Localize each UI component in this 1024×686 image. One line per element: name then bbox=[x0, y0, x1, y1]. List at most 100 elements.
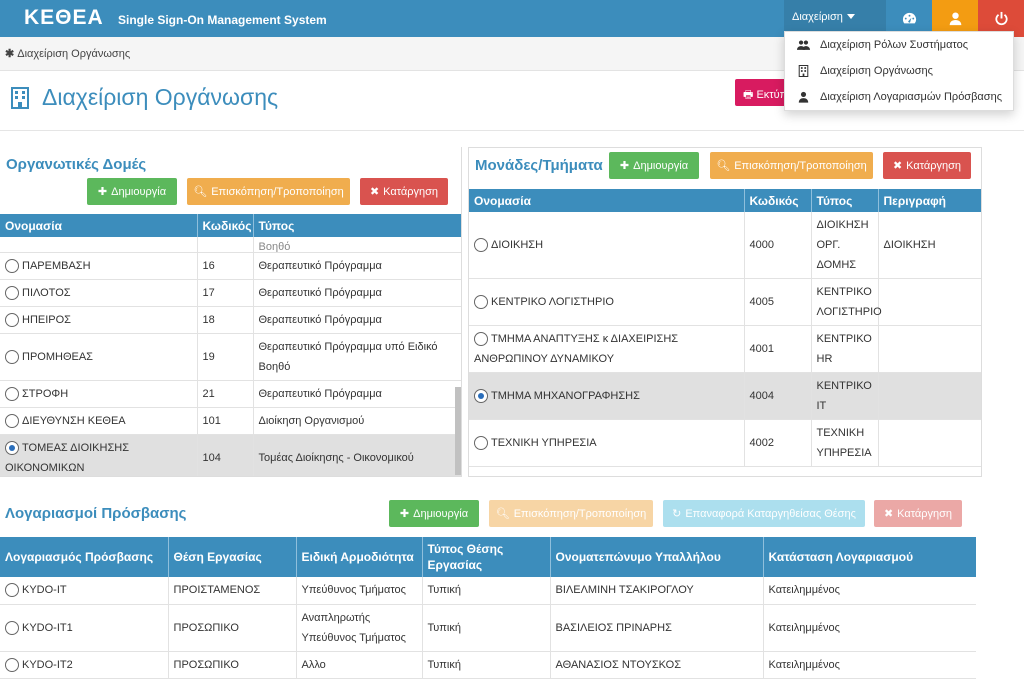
row-radio[interactable] bbox=[5, 620, 19, 635]
cell-code: 18 bbox=[197, 306, 254, 334]
row-radio[interactable] bbox=[474, 389, 488, 404]
delete-unit-button[interactable]: ✖ Κατάργηση bbox=[883, 152, 971, 179]
column-header[interactable]: Κωδικός bbox=[744, 189, 812, 212]
row-radio[interactable] bbox=[474, 436, 488, 451]
row-radio[interactable] bbox=[474, 238, 488, 253]
create-unit-button[interactable]: ✚ Δημιουργία bbox=[609, 152, 699, 179]
cell-status: Κατειλημμένος bbox=[763, 577, 976, 605]
building-icon bbox=[798, 65, 809, 77]
create-structure-button[interactable]: ✚ Δημιουργία bbox=[87, 178, 177, 205]
column-header[interactable]: Τύπος Θέσης Εργασίας bbox=[422, 537, 551, 577]
cell-name: ΚΕΝΤΡΙΚΟ ΛΟΓΙΣΤΗΡΙΟ bbox=[469, 278, 745, 326]
row-radio[interactable] bbox=[5, 413, 19, 428]
table-row[interactable]: ΠΙΛΟΤΟΣ 17 Θεραπευτικό Πρόγραμμα bbox=[0, 279, 461, 307]
cell-name: ΤΟΜΕΑΣ ΔΙΟΙΚΗΣΗΣ ΟΙΚΟΝΟΜΙΚΩΝ bbox=[0, 434, 198, 476]
row-name: ΔΙΕΥΘΥΝΣΗ ΚΕΘΕΑ bbox=[22, 414, 126, 427]
cell-position: ΠΡΟΙΣΤΑΜΕΝΟΣ bbox=[168, 577, 297, 605]
column-header[interactable]: Ονομασία bbox=[469, 189, 745, 212]
brand-logo[interactable]: ΚΕΘΕΑ bbox=[24, 6, 104, 29]
view-structure-button[interactable]: 🔍︎ Επισκόπηση/Τροποποίηση bbox=[187, 178, 350, 205]
logout-button[interactable] bbox=[978, 0, 1024, 37]
column-header[interactable]: Τύπος bbox=[253, 214, 461, 237]
cell-code: 17 bbox=[197, 279, 254, 307]
breadcrumb-item[interactable]: Διαχείριση Οργάνωσης bbox=[17, 48, 131, 60]
units-table: Ονομασία Κωδικός Τύπος Περιγραφή ΔΙΟΙΚΗΣ… bbox=[469, 189, 981, 467]
row-name: ΗΠΕΙΡΟΣ bbox=[22, 313, 71, 326]
admin-menu-label: Διαχείριση bbox=[792, 11, 843, 23]
accounts-table: Λογαριασμός Πρόσβασης Θέση Εργασίας Ειδι… bbox=[0, 537, 976, 679]
table-row[interactable]: ΚΕΝΤΡΙΚΟ ΛΟΓΙΣΤΗΡΙΟ 4005 ΚΕΝΤΡΙΚΟ ΛΟΓΙΣΤ… bbox=[469, 278, 981, 326]
cell-description bbox=[878, 278, 981, 326]
table-row[interactable]: ΣΤΡΟΦΗ 21 Θεραπευτικό Πρόγραμμα bbox=[0, 380, 461, 408]
table-row[interactable]: ΤΕΧΝΙΚΗ ΥΠΗΡΕΣΙΑ 4002 ΤΕΧΝΙΚΗ ΥΠΗΡΕΣΙΑ bbox=[469, 419, 981, 467]
row-radio[interactable] bbox=[5, 285, 19, 300]
table-row[interactable]: ΗΠΕΙΡΟΣ 18 Θεραπευτικό Πρόγραμμα bbox=[0, 306, 461, 334]
table-row[interactable]: ΤΜΗΜΑ ΑΝΑΠΤΥΞΗΣ κ ΔΙΑΧΕΙΡΙΣΗΣ ΑΝΘΡΩΠΙΝΟΥ… bbox=[469, 325, 981, 373]
dashboard-button[interactable] bbox=[886, 0, 932, 37]
table-row[interactable]: ΠΡΟΜΗΘΕΑΣ 19 Θεραπευτικό Πρόγραμμα υπό Ε… bbox=[0, 333, 461, 381]
menu-item-organization[interactable]: Διαχείριση Οργάνωσης bbox=[785, 58, 1015, 84]
menu-item-accounts[interactable]: Διαχείριση Λογαριασμών Πρόσβασης bbox=[785, 84, 1015, 110]
column-header[interactable]: Ονομασία bbox=[0, 214, 198, 237]
button-label: Κατάργηση bbox=[383, 185, 439, 198]
scrollbar-thumb[interactable] bbox=[455, 387, 461, 475]
table-row[interactable]: ΠΑΡΕΜΒΑΣΗ 16 Θεραπευτικό Πρόγραμμα bbox=[0, 252, 461, 280]
row-radio[interactable] bbox=[5, 312, 19, 327]
column-header[interactable]: Θέση Εργασίας bbox=[168, 537, 297, 577]
org-structures-panel: Οργανωτικές Δομές ✚ Δημιουργία 🔍︎ Επισκόπη… bbox=[0, 147, 462, 477]
column-header[interactable]: Κωδικός bbox=[197, 214, 254, 237]
profile-button[interactable] bbox=[932, 0, 978, 37]
row-name: ΣΤΡΟΦΗ bbox=[22, 387, 69, 400]
table-row[interactable]: ΔΙΟΙΚΗΣΗ 4000 ΔΙΟΙΚΗΣΗ ΟΡΓ. ΔΟΜΗΣ ΔΙΟΙΚΗ… bbox=[469, 212, 981, 279]
row-name: ΤΕΧΝΙΚΗ ΥΠΗΡΕΣΙΑ bbox=[491, 437, 597, 449]
create-account-button[interactable]: ✚ Δημιουργία bbox=[389, 500, 479, 527]
table-row[interactable]: KYDO-IT1 ΠΡΟΣΩΠΙΚΟ Αναπληρωτής Υπεύθυνος… bbox=[0, 604, 976, 652]
view-account-button[interactable]: 🔍︎ Επισκόπηση/Τροποποίηση bbox=[489, 500, 653, 527]
print-button[interactable]: 🖶 Εκτύπ bbox=[735, 79, 787, 106]
table-row[interactable]: ΔΙΕΥΘΥΝΣΗ ΚΕΘΕΑ 101 Διοίκηση Οργανισμού bbox=[0, 407, 461, 435]
cell-description bbox=[878, 372, 981, 420]
search-icon: 🔍︎ bbox=[716, 160, 731, 172]
table-row[interactable]: KYDO-IT ΠΡΟΙΣΤΑΜΕΝΟΣ Υπεύθυνος Τμήματος … bbox=[0, 577, 976, 605]
row-account: KYDO-IT2 bbox=[22, 658, 73, 671]
users-icon bbox=[797, 40, 810, 50]
row-radio[interactable] bbox=[5, 440, 19, 455]
row-radio[interactable] bbox=[474, 295, 488, 310]
row-radio[interactable] bbox=[5, 386, 19, 401]
table-row-selected[interactable]: ΤΜΗΜΑ ΜΗΧΑΝΟΓΡΑΦΗΣΗΣ 4004 ΚΕΝΤΡΙΚΟ IT bbox=[469, 372, 981, 420]
caret-down-icon bbox=[846, 13, 855, 19]
menu-item-roles[interactable]: Διαχείριση Ρόλων Συστήματος bbox=[785, 32, 1015, 58]
cell-description bbox=[878, 419, 981, 467]
delete-structure-button[interactable]: ✖ Κατάργηση bbox=[360, 178, 448, 205]
row-radio[interactable] bbox=[5, 583, 19, 598]
cell-description bbox=[878, 325, 981, 373]
column-header[interactable]: Ονοματεπώνυμο Υπαλλήλου bbox=[550, 537, 764, 577]
row-radio[interactable] bbox=[5, 657, 19, 672]
power-icon bbox=[994, 11, 1008, 26]
column-header[interactable]: Περιγραφή bbox=[878, 189, 981, 212]
cell-employee: ΒΙΛΕΛΜΙΝΗ ΤΣΑΚΙΡΟΓΛΟΥ bbox=[550, 577, 764, 605]
cell-name: ΤΕΧΝΙΚΗ ΥΠΗΡΕΣΙΑ bbox=[469, 419, 745, 467]
column-header[interactable]: Κατάσταση Λογαριασμού bbox=[763, 537, 976, 577]
admin-menu-toggle[interactable]: Διαχείριση bbox=[784, 0, 886, 37]
view-unit-button[interactable]: 🔍︎ Επισκόπηση/Τροποποίηση bbox=[710, 152, 873, 179]
row-radio[interactable] bbox=[474, 332, 488, 347]
row-radio[interactable] bbox=[5, 258, 19, 273]
cell-name: ΗΠΕΙΡΟΣ bbox=[0, 306, 198, 334]
accounts-section-title: Λογαριασμοί Πρόσβασης bbox=[5, 505, 187, 522]
table-row-selected[interactable]: ΤΟΜΕΑΣ ΔΙΟΙΚΗΣΗΣ ΟΙΚΟΝΟΜΙΚΩΝ 104 Τομέας … bbox=[0, 434, 461, 476]
cell-name: ΤΜΗΜΑ ΜΗΧΑΝΟΓΡΑΦΗΣΗΣ bbox=[469, 372, 745, 420]
button-label: Επισκόπηση/Τροποποίηση bbox=[211, 185, 344, 198]
column-header[interactable]: Λογαριασμός Πρόσβασης bbox=[0, 537, 169, 577]
cell-type: Θεραπευτικό Πρόγραμμα bbox=[253, 279, 461, 307]
row-radio[interactable] bbox=[5, 349, 19, 364]
dashboard-icon bbox=[902, 12, 916, 24]
column-header[interactable]: Ειδική Αρμοδιότητα bbox=[296, 537, 423, 577]
restore-position-button[interactable]: ↻ Επαναφορά Καταργηθείσας Θέσης bbox=[663, 500, 865, 527]
table-row[interactable]: KYDO-IT2 ΠΡΟΣΩΠΙΚΟ Αλλο Τυπική ΑΘΑΝΑΣΙΟΣ… bbox=[0, 651, 976, 679]
delete-account-button[interactable]: ✖ Κατάργηση bbox=[874, 500, 962, 527]
column-header[interactable]: Τύπος bbox=[811, 189, 879, 212]
panel-title: Οργανωτικές Δομές bbox=[6, 156, 147, 173]
row-name: ΠΑΡΕΜΒΑΣΗ bbox=[22, 259, 91, 272]
cell-account: KYDO-IT1 bbox=[0, 604, 169, 652]
